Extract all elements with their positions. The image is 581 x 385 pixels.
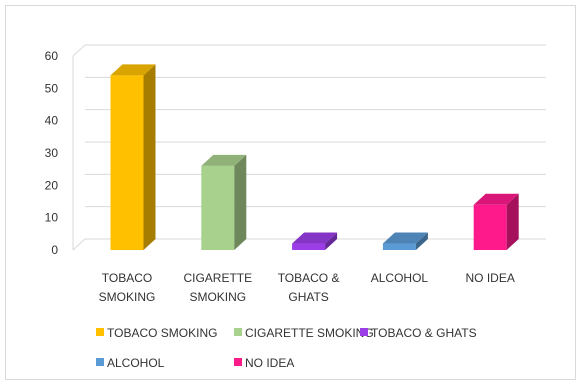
wall-edge (72, 44, 86, 57)
legend-label: TOBACO SMOKING (107, 326, 217, 340)
y-tick-label: 50 (45, 81, 59, 95)
legend-label: ALCOHOL (107, 356, 165, 370)
legend-swatch (360, 328, 368, 336)
bar-side (143, 64, 156, 251)
legend-label: NO IDEA (245, 356, 294, 370)
y-tick-label: 0 (51, 243, 58, 257)
y-tick-label: 10 (45, 211, 59, 225)
legend-label: CIGARETTE SMOKING (245, 326, 374, 340)
bar-top (473, 193, 519, 205)
floor-edge (72, 238, 86, 251)
bar (382, 243, 416, 250)
x-tick-label: SMOKING (99, 290, 156, 304)
legend-label: TOBACO & GHATS (371, 326, 477, 340)
bar-side (506, 193, 519, 250)
x-tick-label: SMOKING (189, 290, 246, 304)
legend-swatch (96, 328, 104, 336)
bar-top (201, 154, 247, 166)
bar (292, 243, 326, 250)
bar-side (415, 232, 428, 250)
y-tick-label: 60 (45, 49, 59, 63)
bar (201, 165, 235, 250)
x-tick-label: GHATS (288, 290, 328, 304)
y-tick-label: 30 (45, 146, 59, 160)
legend-swatch (96, 358, 104, 366)
y-tick-label: 20 (45, 178, 59, 192)
bar-side (234, 154, 247, 250)
y-tick-label: 40 (45, 114, 59, 128)
x-tick-label: CIGARETTE (183, 271, 252, 285)
legend-swatch (234, 358, 242, 366)
legend-swatch (234, 328, 242, 336)
bar (473, 204, 507, 250)
bar-top (382, 232, 428, 244)
x-tick-label: TOBACO (102, 271, 152, 285)
bar-top (292, 232, 338, 244)
bar-side (325, 232, 338, 250)
x-tick-label: ALCOHOL (371, 271, 429, 285)
chart-frame (5, 5, 576, 380)
bar (110, 75, 144, 251)
bar-top (110, 64, 156, 76)
x-tick-label: TOBACO & (278, 271, 340, 285)
x-tick-label: NO IDEA (466, 271, 515, 285)
